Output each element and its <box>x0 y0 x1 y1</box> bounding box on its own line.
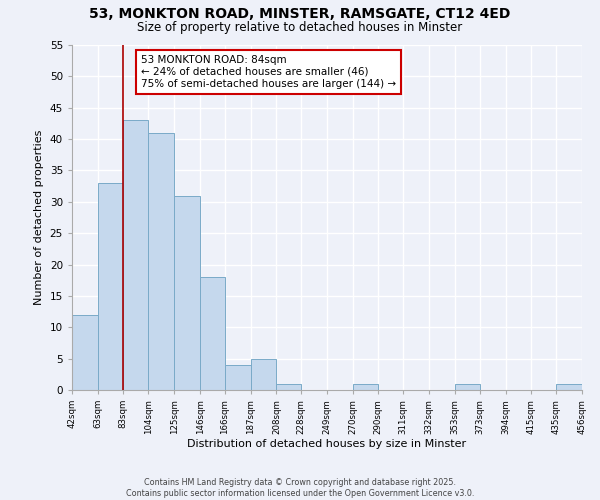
Bar <box>200 277 225 390</box>
Bar <box>174 196 200 390</box>
Bar <box>122 120 148 390</box>
Text: Size of property relative to detached houses in Minster: Size of property relative to detached ho… <box>137 21 463 34</box>
Bar <box>556 384 582 390</box>
X-axis label: Distribution of detached houses by size in Minster: Distribution of detached houses by size … <box>187 440 467 450</box>
Text: Contains HM Land Registry data © Crown copyright and database right 2025.
Contai: Contains HM Land Registry data © Crown c… <box>126 478 474 498</box>
Bar <box>225 365 251 390</box>
Text: 53, MONKTON ROAD, MINSTER, RAMSGATE, CT12 4ED: 53, MONKTON ROAD, MINSTER, RAMSGATE, CT1… <box>89 8 511 22</box>
Bar <box>148 133 174 390</box>
Y-axis label: Number of detached properties: Number of detached properties <box>34 130 44 305</box>
Bar <box>455 384 480 390</box>
Bar <box>277 384 301 390</box>
Bar <box>353 384 377 390</box>
Bar <box>98 183 122 390</box>
Bar <box>72 314 98 390</box>
Bar <box>251 358 277 390</box>
Text: 53 MONKTON ROAD: 84sqm
← 24% of detached houses are smaller (46)
75% of semi-det: 53 MONKTON ROAD: 84sqm ← 24% of detached… <box>141 56 396 88</box>
